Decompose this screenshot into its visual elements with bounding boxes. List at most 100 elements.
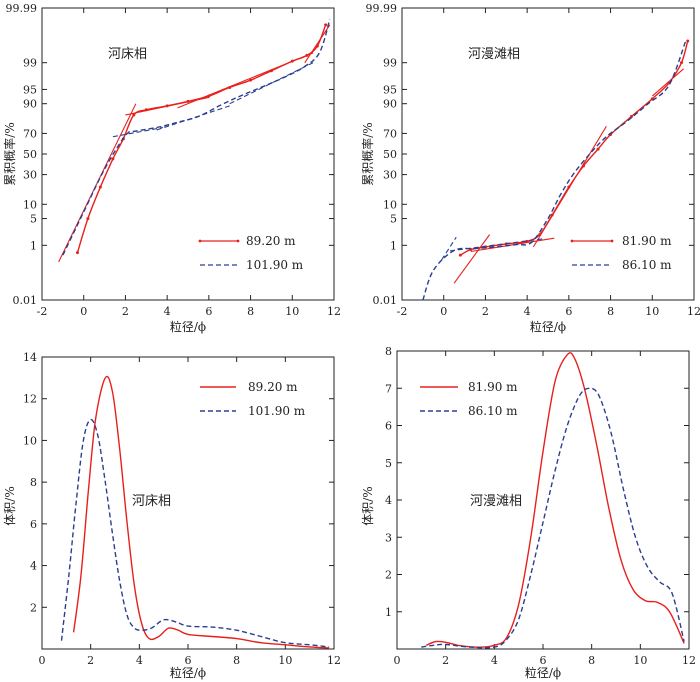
x-axis-label: 粒径/ϕ: [525, 665, 561, 680]
y-tick-label: 14: [23, 351, 37, 364]
x-tick-label: -2: [37, 305, 48, 318]
y-tick-label: 1: [390, 239, 397, 252]
x-tick-label: 12: [682, 654, 696, 667]
x-tick-label: 8: [607, 305, 614, 318]
segment-fit-line: [453, 234, 491, 284]
legend: 89.20 m 101.90 m: [200, 380, 306, 418]
panel-bl: 0 2 4 6 8 10 12 2 4 6 8 10 12 14 河床相 粒径/ϕ 体积/% 89.20 …: [3, 351, 341, 680]
y-tick-label: 3: [385, 531, 392, 544]
data-point: [686, 39, 690, 43]
panel-title: 河漫滩相: [470, 494, 522, 509]
x-tick-label: 2: [122, 305, 129, 318]
panel-tl: -2 0 2 4 6 8 10 12 0.01 1 5 10 30 50 70 90 95 99 99.99 河床相…: [2, 2, 341, 334]
y-tick-label: 4: [30, 560, 37, 573]
legend-label-1: 89.20 m: [246, 234, 296, 248]
y-tick-label: 10: [23, 198, 37, 211]
y-tick-label: 5: [390, 213, 397, 226]
legend: 89.20 m 101.90 m: [198, 234, 304, 272]
y-tick-label: 1: [385, 606, 392, 619]
x-tick-label: 12: [327, 305, 341, 318]
series-line-1: [460, 40, 689, 256]
x-tick-label: 10: [285, 305, 299, 318]
segment-fit-line: [177, 52, 314, 109]
panel-tr: -2 0 2 4 6 8 10 12 0.01 1 5 10 30 50 70 90 95 99 99.99 河漫滩…: [360, 2, 700, 334]
y-axis-label: 累积概率/%: [2, 122, 17, 185]
panel-title: 河床相: [108, 47, 147, 62]
y-tick-label: 0.01: [373, 294, 398, 307]
x-tick-label: 4: [136, 654, 143, 667]
x-tick-label: 2: [442, 654, 449, 667]
segment-fit-line: [651, 68, 684, 97]
y-tick-label: 2: [385, 569, 392, 582]
y-tick-label: 1: [30, 239, 37, 252]
legend-label-1: 81.90 m: [468, 380, 518, 394]
data-point: [249, 78, 253, 82]
x-tick-label: 4: [491, 654, 498, 667]
legend-label-2: 101.90 m: [246, 258, 304, 272]
y-tick-label: 50: [23, 148, 37, 161]
y-tick-label: 0.01: [13, 294, 38, 307]
x-tick-label: 6: [540, 654, 547, 667]
x-tick-label: 4: [164, 305, 171, 318]
y-axis-label: 累积概率/%: [360, 122, 375, 185]
y-tick-label: 6: [30, 518, 37, 531]
legend: 81.90 m 86.10 m: [420, 380, 518, 418]
y-tick-label: 2: [30, 601, 37, 614]
y-axis-label: 体积/%: [3, 486, 17, 525]
legend-label-1: 89.20 m: [248, 380, 298, 394]
x-tick-label: -2: [397, 305, 408, 318]
segment-fit-line: [532, 125, 607, 248]
y-tick-label: 12: [23, 393, 37, 406]
segment-fit-line: [304, 24, 331, 63]
x-tick-label: 6: [205, 305, 212, 318]
x-tick-label: 12: [327, 654, 341, 667]
y-tick-label: 8: [30, 476, 37, 489]
y-tick-label: 90: [383, 98, 397, 111]
y-tick-label: 7: [385, 382, 392, 395]
x-axis-label: 粒径/ϕ: [170, 665, 206, 680]
data-point: [596, 147, 600, 151]
x-tick-label: 12: [687, 305, 700, 318]
x-axis-label: 粒径/ϕ: [170, 319, 206, 334]
series-line-2: [422, 40, 687, 301]
y-tick-label: 70: [383, 127, 397, 140]
series-line-2: [62, 19, 331, 256]
y-tick-label: 99.99: [366, 2, 398, 15]
y-axis-label: 体积/%: [361, 486, 375, 525]
x-tick-label: 4: [524, 305, 531, 318]
series-line-1: [72, 375, 330, 649]
x-tick-label: 6: [565, 305, 572, 318]
y-tick-label: 95: [23, 83, 37, 96]
x-tick-label: 2: [87, 654, 94, 667]
x-tick-label: 10: [645, 305, 659, 318]
y-tick-label: 8: [385, 345, 392, 358]
y-tick-label: 95: [383, 83, 397, 96]
legend-label-2: 86.10 m: [468, 404, 518, 418]
x-tick-label: 6: [185, 654, 192, 667]
plot-frame: [396, 350, 690, 650]
y-tick-label: 10: [383, 198, 397, 211]
panel-title: 河漫滩相: [468, 47, 520, 62]
y-tick-label: 99: [23, 57, 37, 70]
x-tick-label: 0: [440, 305, 447, 318]
x-tick-label: 8: [233, 654, 240, 667]
segment-fit-line: [470, 237, 555, 253]
data-point: [75, 251, 79, 255]
data-point: [679, 61, 683, 65]
y-tick-label: 50: [383, 148, 397, 161]
y-tick-label: 10: [23, 434, 37, 447]
y-tick-label: 5: [30, 213, 37, 226]
x-tick-label: 2: [482, 305, 489, 318]
y-tick-label: 99: [383, 57, 397, 70]
segment-fit-line: [441, 236, 457, 261]
data-point: [111, 157, 115, 161]
data-point: [98, 185, 102, 189]
data-point: [324, 23, 328, 27]
data-point: [629, 115, 633, 119]
segment-fit-line: [112, 126, 164, 138]
x-axis-label: 粒径/ϕ: [530, 319, 566, 334]
y-tick-label: 30: [23, 169, 37, 182]
x-tick-label: 10: [633, 654, 647, 667]
